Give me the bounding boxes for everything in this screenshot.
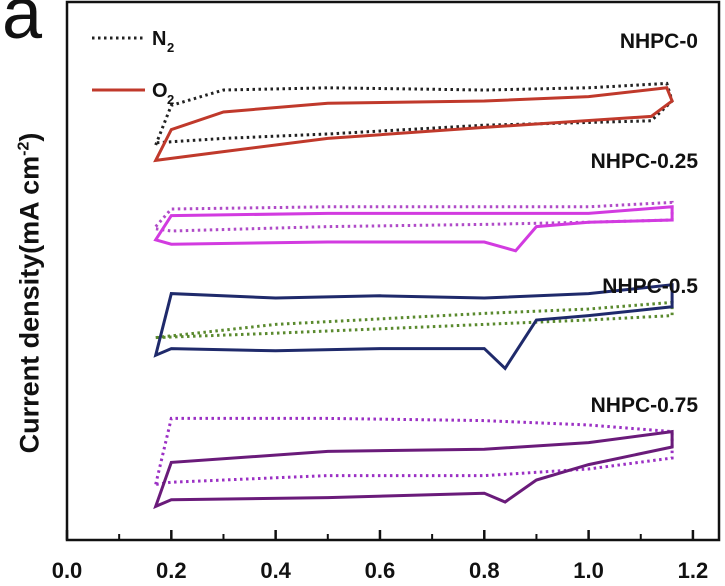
legend-subscript: 2 <box>167 92 174 107</box>
panel-letter: a <box>2 0 43 54</box>
curves <box>153 81 674 510</box>
curve-o2 <box>153 205 674 253</box>
curve-o2 <box>153 283 674 371</box>
x-tick-label: 1.0 <box>573 558 604 583</box>
series-label: NHPC-0.75 <box>591 394 699 417</box>
series-label: NHPC-0.5 <box>602 275 698 298</box>
x-tick-label: 1.2 <box>678 558 709 583</box>
x-tick-label: 0.4 <box>260 558 291 583</box>
legend-subscript: 2 <box>167 40 174 55</box>
x-tick-label: 0.6 <box>365 558 396 583</box>
curve-n2 <box>155 300 674 340</box>
curve-o2 <box>153 86 674 163</box>
series-label: NHPC-0 <box>620 30 698 53</box>
plot-frame <box>65 0 721 542</box>
legend-label: N <box>152 28 166 50</box>
x-tick-label: 0.0 <box>52 558 83 583</box>
x-axis-ticks: 0.0 0.2 0.4 0.6 0.8 1.0 1.2 <box>52 530 709 583</box>
curve-n2 <box>154 200 674 233</box>
curve-n2 <box>154 81 674 146</box>
x-tick-label: 0.8 <box>469 558 500 583</box>
x-tick-label: 0.2 <box>156 558 187 583</box>
legend-label: O <box>152 80 168 102</box>
curve-labels: NHPC-0 NHPC-0.25 NHPC-0.5 NHPC-0.75 <box>591 30 699 417</box>
curve-o2 <box>153 429 674 510</box>
legend: N 2O 2 <box>92 28 174 107</box>
series-label: NHPC-0.25 <box>591 150 699 173</box>
